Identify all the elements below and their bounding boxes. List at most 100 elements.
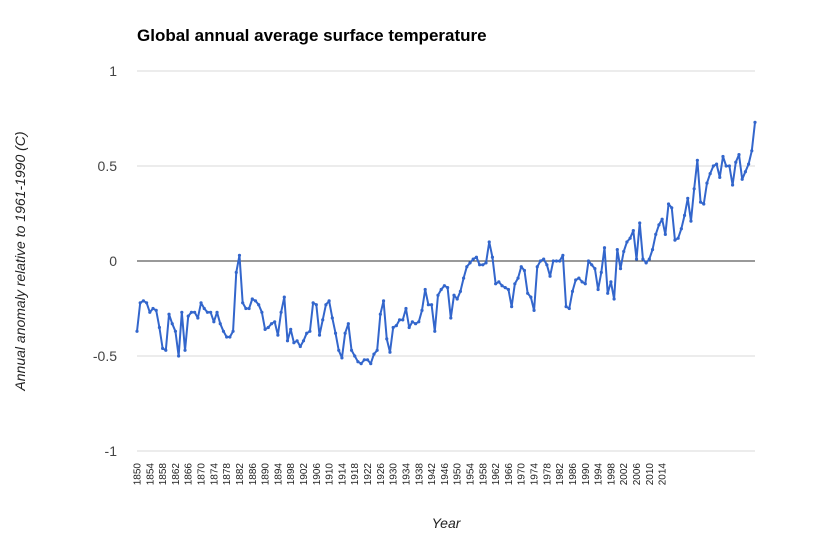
data-point — [308, 329, 312, 333]
data-point — [695, 158, 699, 162]
data-point — [157, 325, 162, 330]
data-point — [209, 310, 213, 314]
data-point — [145, 301, 149, 305]
data-point — [714, 162, 719, 166]
data-point — [138, 301, 142, 305]
data-point — [193, 310, 197, 314]
data-point — [519, 265, 523, 269]
data-point — [548, 274, 552, 278]
data-point — [257, 303, 261, 307]
x-tick-label: 2002 — [619, 463, 630, 486]
data-point — [423, 287, 427, 292]
x-tick-label: 1858 — [158, 463, 169, 486]
y-axis-ticks: 1 0.5 0 -0.5 -1 — [93, 63, 117, 459]
data-point — [276, 333, 280, 337]
data-point — [577, 276, 581, 280]
data-point — [663, 232, 667, 236]
x-tick-label: 1950 — [453, 463, 464, 486]
data-point — [314, 303, 318, 307]
data-point — [340, 356, 344, 360]
data-point — [324, 303, 328, 307]
data-point — [602, 246, 607, 250]
x-tick-label: 1874 — [209, 463, 220, 486]
data-point — [391, 325, 395, 330]
data-point — [199, 301, 203, 305]
x-axis-label: Year — [432, 515, 462, 531]
data-point — [161, 346, 165, 350]
data-point — [599, 270, 603, 274]
data-point — [670, 206, 674, 210]
x-tick-label: 1894 — [273, 463, 284, 486]
data-point — [292, 341, 296, 345]
data-point — [673, 238, 677, 242]
data-point — [177, 354, 181, 358]
data-point — [708, 172, 712, 176]
data-point — [212, 320, 216, 324]
data-point — [234, 270, 238, 274]
data-point — [526, 291, 530, 295]
data-point — [490, 255, 495, 259]
data-point — [180, 310, 184, 314]
data-point — [221, 329, 226, 333]
data-point — [301, 339, 306, 343]
x-tick-label: 1938 — [414, 463, 425, 486]
data-point — [737, 153, 741, 157]
data-point — [625, 240, 629, 244]
data-point — [458, 289, 463, 293]
data-point — [554, 259, 559, 263]
data-point — [439, 287, 443, 292]
data-point — [618, 267, 623, 271]
data-point — [452, 293, 456, 297]
x-tick-label: 1982 — [555, 463, 566, 486]
data-point — [215, 310, 219, 314]
data-point — [173, 329, 178, 333]
data-point — [330, 316, 334, 320]
data-point — [356, 360, 360, 364]
x-tick-label: 1966 — [504, 463, 515, 486]
data-point — [401, 318, 405, 322]
data-point — [420, 308, 424, 312]
x-tick-label: 1890 — [261, 463, 272, 486]
y-tick-label: 1 — [109, 63, 117, 79]
data-point — [135, 329, 139, 333]
data-point — [273, 320, 277, 324]
x-tick-label: 1910 — [325, 463, 336, 486]
data-point — [282, 295, 286, 299]
data-point — [375, 348, 379, 352]
data-point — [426, 303, 430, 307]
x-tick-label: 1878 — [222, 463, 233, 486]
x-tick-label: 1902 — [299, 463, 310, 486]
data-point — [237, 253, 242, 257]
x-tick-label: 1922 — [363, 463, 374, 486]
x-tick-label: 1946 — [440, 463, 451, 486]
data-point — [583, 282, 587, 286]
data-point — [740, 177, 744, 181]
data-point — [388, 350, 392, 354]
data-point — [269, 322, 274, 326]
data-point — [298, 344, 302, 349]
data-point — [231, 329, 235, 333]
data-point — [561, 253, 565, 257]
data-point — [279, 310, 283, 314]
data-point — [644, 261, 648, 265]
data-point — [596, 287, 600, 292]
data-point — [753, 120, 757, 124]
x-tick-label: 1918 — [350, 463, 361, 486]
data-point — [359, 362, 363, 366]
data-point — [538, 259, 543, 263]
x-tick-label: 1986 — [568, 463, 579, 486]
data-point — [381, 299, 386, 303]
x-tick-label: 1882 — [235, 463, 246, 486]
data-point — [167, 312, 171, 316]
data-point — [337, 348, 341, 352]
data-point — [586, 259, 591, 263]
data-point — [253, 299, 258, 303]
data-point — [724, 164, 728, 168]
data-point — [429, 303, 434, 307]
data-point — [615, 248, 619, 252]
data-point — [244, 306, 248, 311]
data-point — [478, 263, 482, 267]
y-axis-label: Annual anomaly relative to 1961-1990 (C) — [12, 131, 28, 391]
data-point — [750, 149, 754, 153]
